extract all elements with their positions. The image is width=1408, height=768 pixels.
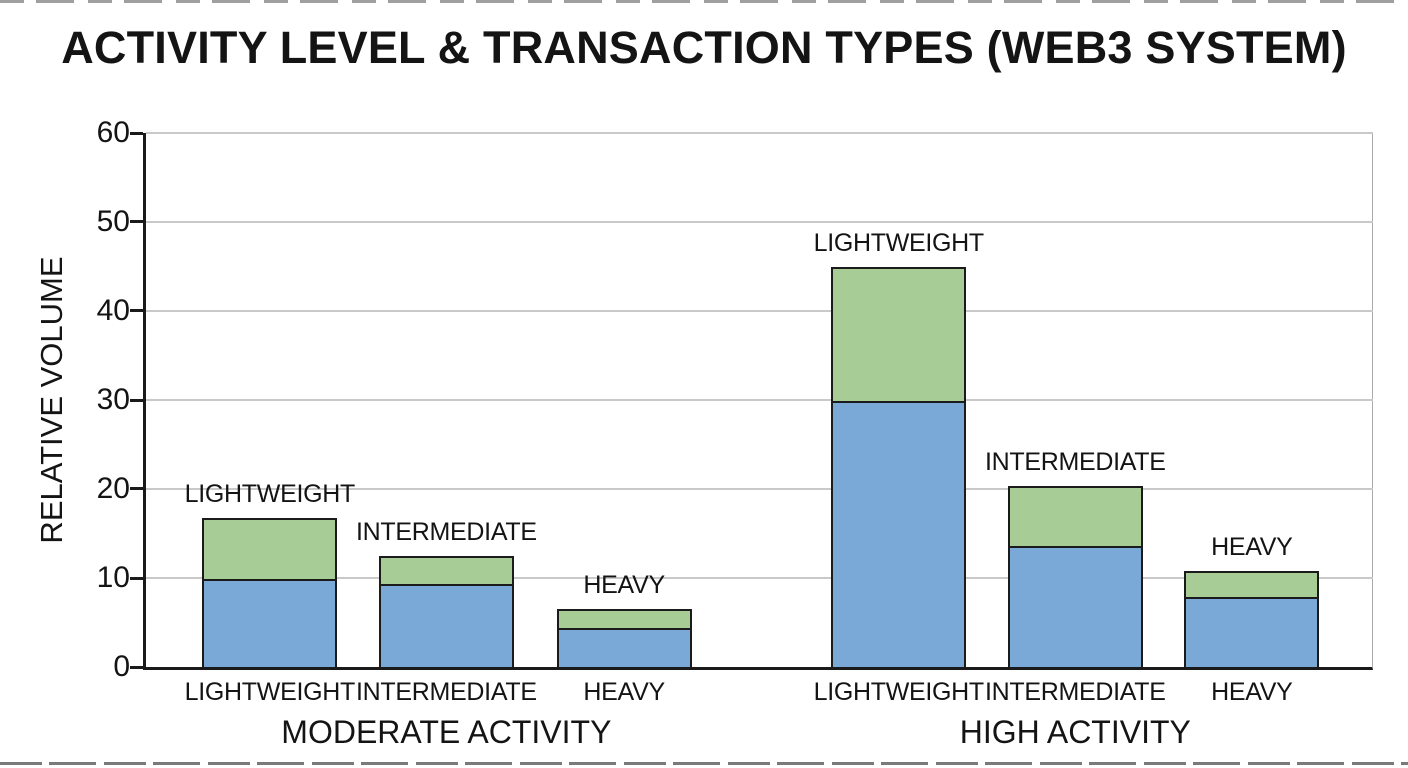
- y-tick-label-10: 10: [96, 561, 130, 594]
- bar-segment-blue: [380, 583, 512, 667]
- x-tick-label: HEAVY: [1211, 678, 1293, 706]
- bar-annotation: HEAVY: [1211, 532, 1293, 561]
- y-tick-30: [130, 398, 143, 402]
- bar-segment-blue: [558, 628, 690, 667]
- y-axis-title: RELATIVE VOLUME: [34, 256, 69, 544]
- y-tick-40: [130, 309, 143, 313]
- bar-moderate-activity-intermediate: [378, 555, 514, 667]
- gridline-60: [146, 132, 1373, 134]
- x-tick-label: LIGHTWEIGHT: [184, 678, 356, 706]
- y-tick-label-40: 40: [96, 294, 130, 327]
- group-label-high-activity: HIGH ACTIVITY: [959, 714, 1191, 750]
- y-tick-20: [130, 487, 143, 491]
- gridline-30: [146, 399, 1373, 401]
- x-tick-label: LIGHTWEIGHT: [813, 678, 985, 706]
- y-tick-label-60: 60: [96, 116, 130, 149]
- y-tick-label-30: 30: [96, 383, 130, 416]
- bar-high-activity-heavy: [1184, 570, 1320, 667]
- group-label-moderate-activity: MODERATE ACTIVITY: [281, 714, 612, 750]
- gridline-50: [146, 220, 1373, 223]
- bar-moderate-activity-heavy: [556, 609, 692, 667]
- bar-segment-blue: [833, 401, 965, 667]
- y-tick-10: [130, 576, 143, 580]
- x-tick-label: INTERMEDIATE: [984, 678, 1166, 706]
- bar-moderate-activity-lightweight: [202, 518, 338, 667]
- bar-annotation: LIGHTWEIGHT: [184, 480, 356, 509]
- chart-title: ACTIVITY LEVEL & TRANSACTION TYPES (WEB3…: [61, 22, 1347, 73]
- bar-annotation: INTERMEDIATE: [984, 448, 1166, 477]
- bar-segment-blue: [1009, 545, 1141, 667]
- bar-high-activity-intermediate: [1007, 486, 1143, 667]
- bottom-edge-artifact: [0, 762, 1408, 765]
- bar-segment-blue: [1186, 597, 1318, 667]
- bar-annotation: LIGHTWEIGHT: [813, 228, 985, 257]
- top-edge-artifact: [0, 0, 1408, 3]
- bar-annotation: HEAVY: [583, 571, 665, 600]
- gridline-40: [146, 309, 1373, 312]
- gridline-10: [146, 577, 1373, 579]
- gridline-20: [146, 487, 1373, 490]
- y-tick-0: [130, 665, 143, 669]
- y-tick-label-50: 50: [96, 205, 130, 238]
- bar-segment-blue: [204, 579, 336, 667]
- y-tick-label-20: 20: [96, 472, 130, 505]
- y-tick-label-0: 0: [113, 650, 130, 683]
- plot-area: 0 10 20 30 40 50 60 LIGHTWEIGHT LIGHTWEIGHT INTER…: [97, 116, 1373, 750]
- x-tick-label: HEAVY: [583, 678, 665, 706]
- y-tick-50: [130, 220, 143, 224]
- x-tick-label: INTERMEDIATE: [356, 678, 537, 706]
- y-tick-60: [130, 131, 143, 135]
- bar-annotation: INTERMEDIATE: [356, 517, 537, 546]
- bar-high-activity-lightweight: [831, 266, 967, 667]
